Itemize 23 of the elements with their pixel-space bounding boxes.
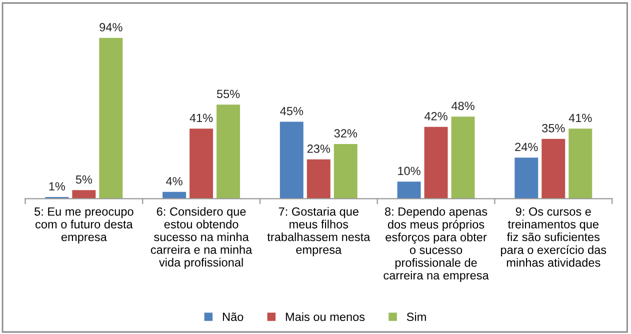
data-label: 41%	[190, 114, 213, 122]
data-label: 94%	[100, 23, 122, 32]
legend-label: Sim	[406, 312, 426, 322]
data-label: 5%	[76, 175, 92, 184]
data-label: 23%	[307, 144, 330, 153]
data-label: 41%	[568, 114, 592, 122]
x-tick-label: 9: Os cursos e treinamentos que fiz são suficientes para o exercício das minhas atividades	[501, 207, 606, 267]
data-label: 32%	[334, 129, 358, 138]
data-label: 48%	[451, 102, 474, 110]
data-label: 10%	[398, 166, 420, 176]
data-label: 55%	[216, 90, 240, 98]
legend-label: Mais ou menos	[286, 312, 365, 322]
x-tick-label: 6: Considero que estou obtendo sucesso na minha carreira e na minha vida profissional	[150, 207, 252, 269]
x-tick-label: 8: Dependo apenas dos meus próprios esforços para obter o sucesso profissionale de carreira na empresa	[384, 207, 489, 282]
data-label: 1%	[49, 182, 66, 190]
x-tick-label: 7: Gostaria que meus filhos trabalhassem nesta empresa	[267, 207, 370, 256]
data-label: 4%	[166, 177, 182, 186]
data-label: 45%	[280, 106, 304, 116]
legend-label: Não	[222, 312, 244, 322]
data-label: 24%	[515, 142, 538, 152]
x-tick-label: 5: Eu me preocupo com o futuro desta empresa	[34, 207, 134, 244]
data-label: 42%	[424, 112, 448, 120]
data-label: 35%	[542, 124, 565, 132]
